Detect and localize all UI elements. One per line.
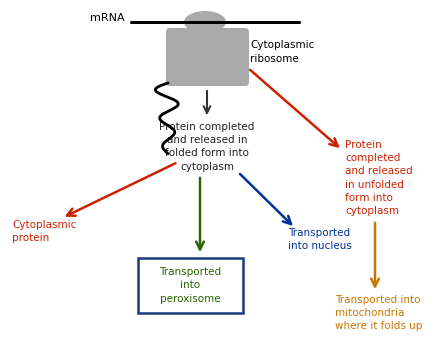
Text: Transported
into nucleus: Transported into nucleus	[287, 228, 351, 251]
Text: Transported
into
peroxisome: Transported into peroxisome	[158, 267, 220, 304]
Text: Cytoplasmic
protein: Cytoplasmic protein	[12, 220, 76, 243]
Ellipse shape	[184, 11, 226, 33]
Text: Protein completed
and released in
folded form into
cytoplasm: Protein completed and released in folded…	[159, 122, 254, 172]
FancyBboxPatch shape	[166, 28, 248, 86]
Text: Protein
completed
and released
in unfolded
form into
cytoplasm: Protein completed and released in unfold…	[344, 140, 412, 216]
Text: Cytoplasmic
ribosome: Cytoplasmic ribosome	[250, 40, 314, 64]
FancyBboxPatch shape	[138, 258, 243, 313]
Text: mRNA: mRNA	[90, 13, 125, 23]
Text: Transported into
mitochondria
where it folds up: Transported into mitochondria where it f…	[334, 295, 421, 331]
